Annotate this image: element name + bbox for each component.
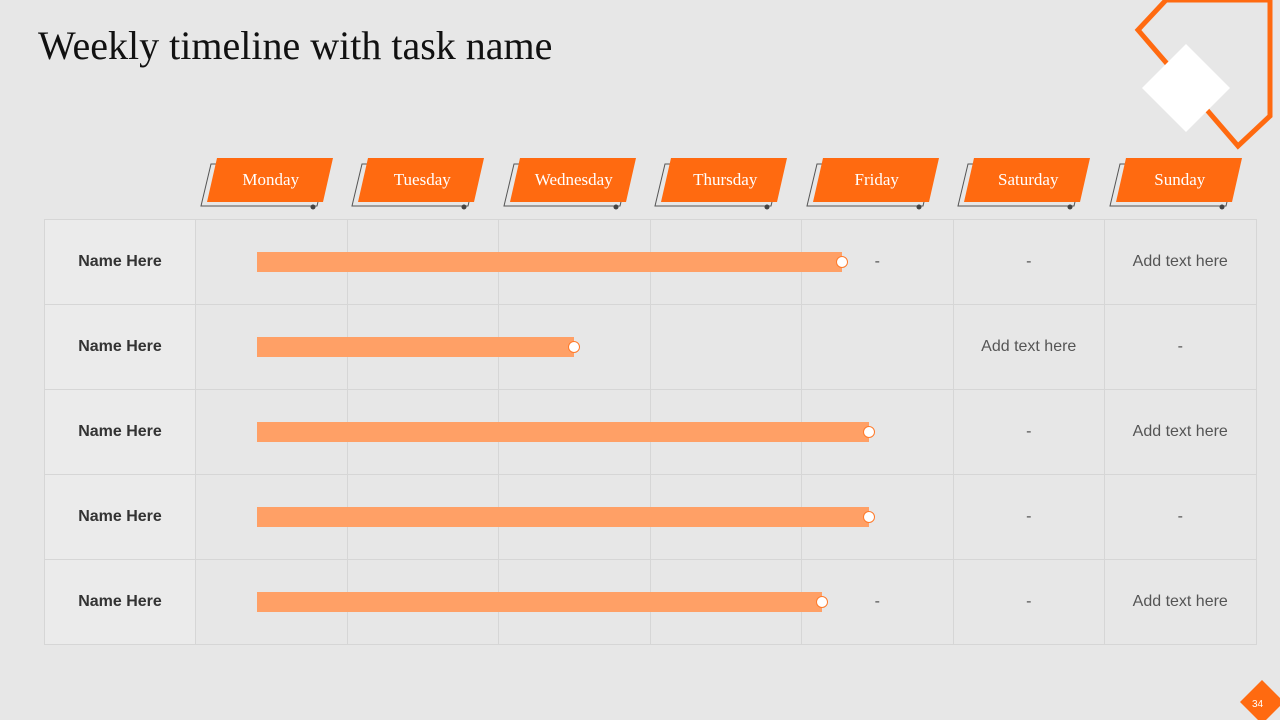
- task-end: [863, 510, 875, 523]
- table-cell: -: [952, 389, 1105, 475]
- table-cell: Add text here: [1104, 219, 1257, 305]
- task-bar: [257, 421, 869, 442]
- page-number: 34: [1252, 699, 1264, 710]
- day-label: Thursday: [693, 170, 758, 189]
- task-end: [836, 255, 848, 268]
- table-cell: -: [952, 474, 1105, 560]
- day-label: Sunday: [1154, 170, 1206, 189]
- day-label: Wednesday: [534, 170, 613, 189]
- day-header: Wednesday: [503, 158, 656, 210]
- table-cell: Add text here: [1104, 389, 1257, 475]
- task-end: [568, 340, 580, 353]
- task-end: [863, 425, 875, 438]
- task-end: [816, 595, 828, 608]
- row-name: Name Here: [44, 219, 196, 305]
- title: Weekly timeline with task name: [38, 23, 553, 68]
- day-header: Thursday: [654, 158, 807, 210]
- row-name: Name Here: [44, 559, 196, 645]
- task-bar: [257, 591, 822, 612]
- row-name: Name Here: [44, 474, 196, 560]
- table-cell: -: [1104, 304, 1257, 390]
- row-name: Name Here: [44, 389, 196, 475]
- table-cell: -: [952, 219, 1105, 305]
- day-header: Friday: [806, 158, 959, 210]
- day-label: Monday: [242, 170, 300, 189]
- task-bar: [257, 251, 842, 272]
- task-bar: [257, 506, 869, 527]
- day-label: Saturday: [998, 170, 1059, 189]
- row-name: Name Here: [44, 304, 196, 390]
- table-cell: Add text here: [1104, 559, 1257, 645]
- table-cell: -: [1104, 474, 1257, 560]
- decoration: [1134, 0, 1273, 150]
- day-header: Saturday: [957, 158, 1110, 210]
- table-cell: [649, 304, 802, 390]
- day-header: Monday: [200, 158, 353, 210]
- task-bar: [257, 336, 574, 357]
- table-cell: [801, 304, 954, 390]
- day-label: Tuesday: [393, 170, 451, 189]
- table-cell: -: [952, 559, 1105, 645]
- page-badge: [1240, 680, 1280, 720]
- day-header: Sunday: [1109, 158, 1262, 210]
- day-label: Friday: [854, 170, 899, 189]
- day-header: Tuesday: [351, 158, 504, 210]
- table-cell: Add text here: [952, 304, 1105, 390]
